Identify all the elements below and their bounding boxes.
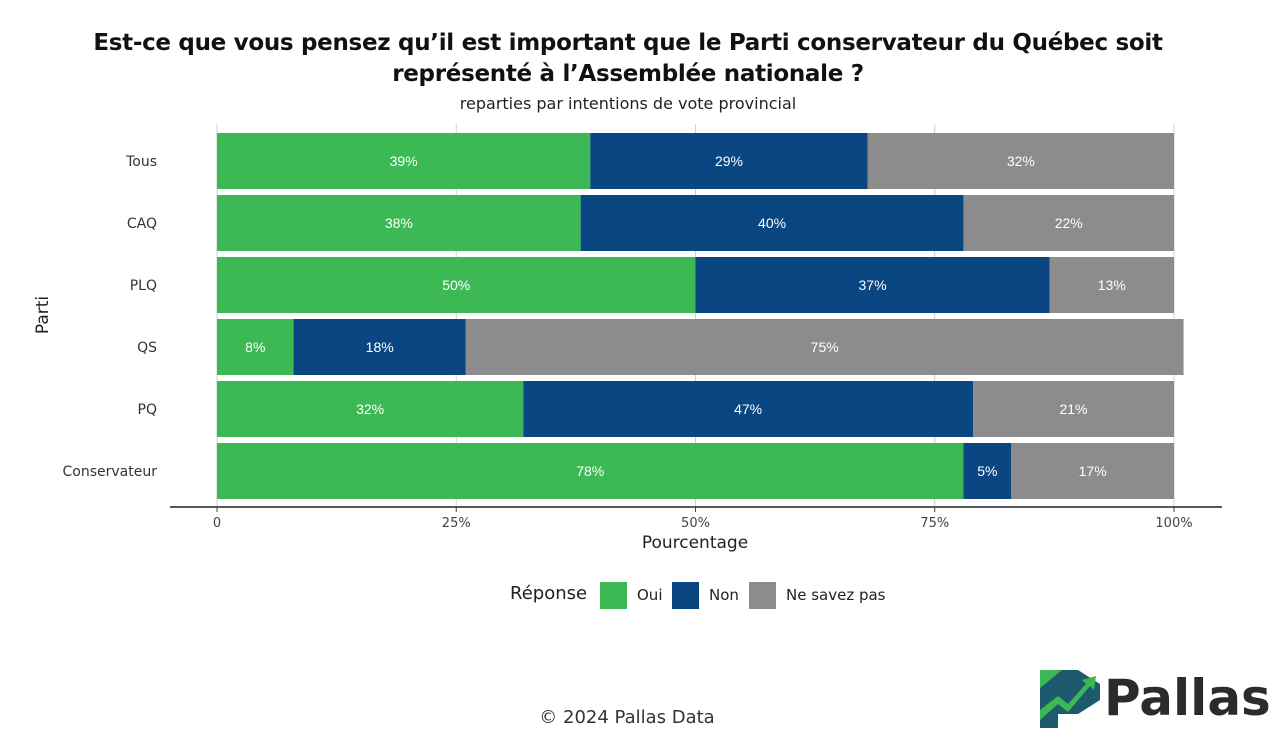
data-label: 17% [1079, 463, 1107, 479]
bar-segment [217, 257, 696, 313]
legend-item-oui: Oui [600, 581, 662, 609]
bar-segment [973, 381, 1174, 437]
stacked-bar-chart: Parti Pourcentage 39% 29% 32%38% 40% 22%50% 3… [33, 124, 1222, 553]
x-tick-label: 50% [681, 516, 710, 531]
chart-title-line-2: représenté à l’Assemblée nationale ? [392, 61, 864, 87]
bar-segment [217, 133, 591, 189]
legend-item-ne-savez-pas: Ne savez pas [749, 581, 886, 609]
bars: 39% 29% 32% 38% 40% 22% 50% 37% 13% 8% 18% 75% 32% 47… [217, 133, 1184, 499]
bar-segment [217, 195, 581, 251]
y-tick-label: CAQ [127, 216, 157, 232]
x-tick-label: 75% [920, 516, 949, 531]
chart-title: Est-ce que vous pensez qu’il est importa… [0, 28, 1256, 90]
bar-segment [867, 133, 1174, 189]
bar-segment [217, 381, 524, 437]
bar-segment [695, 257, 1050, 313]
legend-label-non: Non [709, 586, 739, 604]
data-label: 39% [390, 153, 418, 169]
chart-title-line-1: Est-ce que vous pensez qu’il est importa… [93, 30, 1163, 56]
bar-segment [523, 381, 974, 437]
y-tick-label: QS [137, 340, 157, 356]
legend-swatch-ne-savez-pas [749, 581, 776, 609]
x-tick-label: 0 [213, 516, 221, 531]
data-label: 32% [356, 401, 384, 417]
y-tick-label: Conservateur [63, 464, 158, 480]
pallas-logo: Pallas [1038, 666, 1271, 730]
data-label: 13% [1098, 277, 1126, 293]
data-label: 75% [811, 339, 839, 355]
bar-segment [217, 443, 964, 499]
chart-subtitle: reparties par intentions de vote provinc… [459, 94, 797, 113]
y-tick-label: PQ [138, 402, 157, 418]
y-tick-label: PLQ [130, 278, 157, 294]
data-label: 21% [1059, 401, 1087, 417]
copyright-footer: © 2024 Pallas Data [539, 707, 715, 728]
legend-swatch-oui [600, 581, 627, 609]
data-label: 40% [758, 215, 786, 231]
x-tick-label: 25% [442, 516, 471, 531]
y-tick-label: Tous [125, 154, 157, 170]
bar-segment [963, 443, 1012, 499]
legend-swatch-non [672, 581, 699, 609]
x-axis-title: Pourcentage [642, 533, 748, 553]
bar-segment [1049, 257, 1174, 313]
data-label: 37% [859, 277, 887, 293]
legend-label-oui: Oui [637, 586, 663, 604]
pallas-logo-mark-icon [1040, 670, 1100, 728]
bar-segment [217, 319, 294, 375]
legend: Réponse Oui Non Ne savez pas [0, 581, 1271, 609]
data-label: 78% [576, 463, 604, 479]
data-label: 47% [734, 401, 762, 417]
data-label: 50% [442, 277, 470, 293]
data-label: 29% [715, 153, 743, 169]
legend-title: Réponse [510, 583, 588, 604]
logo-text: Pallas [1104, 669, 1271, 727]
data-label: 22% [1055, 215, 1083, 231]
data-label: 38% [385, 215, 413, 231]
legend-label-ne-savez-pas: Ne savez pas [786, 586, 886, 604]
data-label: 18% [366, 339, 394, 355]
bar-segment [580, 195, 964, 251]
bar-segment [590, 133, 868, 189]
y-axis-title: Parti [33, 296, 53, 334]
bar-segment [963, 195, 1174, 251]
legend-item-non: Non [672, 581, 739, 609]
x-tick-label: 100% [1155, 516, 1192, 531]
bar-segment [465, 319, 1184, 375]
bar-segment [293, 319, 466, 375]
data-label: 5% [977, 463, 997, 479]
data-label: 8% [245, 339, 265, 355]
data-label: 32% [1007, 153, 1035, 169]
bar-segment [1011, 443, 1174, 499]
